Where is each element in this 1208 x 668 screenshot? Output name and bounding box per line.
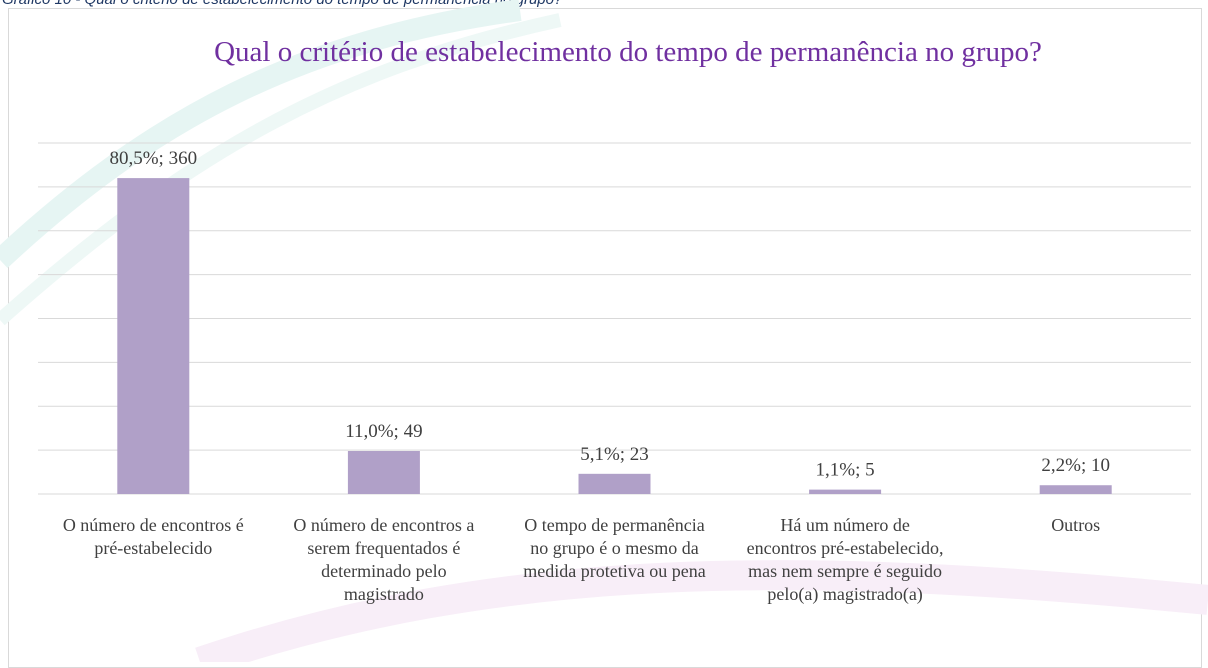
x-tick-label: Outros bbox=[1051, 515, 1101, 535]
bar bbox=[578, 473, 651, 494]
decor bbox=[0, 13, 562, 326]
chart-title: Qual o critério de estabelecimento do te… bbox=[214, 36, 1042, 68]
caption: Gráfico 10 - Qual o critério de estabele… bbox=[2, 0, 562, 8]
data-label: 80,5%; 360 bbox=[109, 148, 197, 169]
decor bbox=[195, 560, 1208, 662]
x-tick-label: O tempo de permanência no grupo é o mesm… bbox=[523, 515, 706, 581]
decor bbox=[0, 0, 522, 269]
data-label: 1,1%; 5 bbox=[816, 460, 875, 481]
bar bbox=[1039, 485, 1112, 494]
x-tick-label: O número de encontros a serem frequentad… bbox=[293, 515, 475, 604]
data-label: 2,2%; 10 bbox=[1041, 455, 1110, 476]
data-label: 5,1%; 23 bbox=[580, 444, 649, 465]
data-label: 11,0%; 49 bbox=[345, 421, 422, 442]
bar bbox=[347, 451, 420, 494]
bar bbox=[809, 489, 882, 494]
bar bbox=[117, 178, 190, 494]
x-tick-label: Há um número de encontros pré-estabeleci… bbox=[746, 515, 944, 604]
x-tick-label: O número de encontros é pré-estabelecido bbox=[62, 515, 244, 558]
